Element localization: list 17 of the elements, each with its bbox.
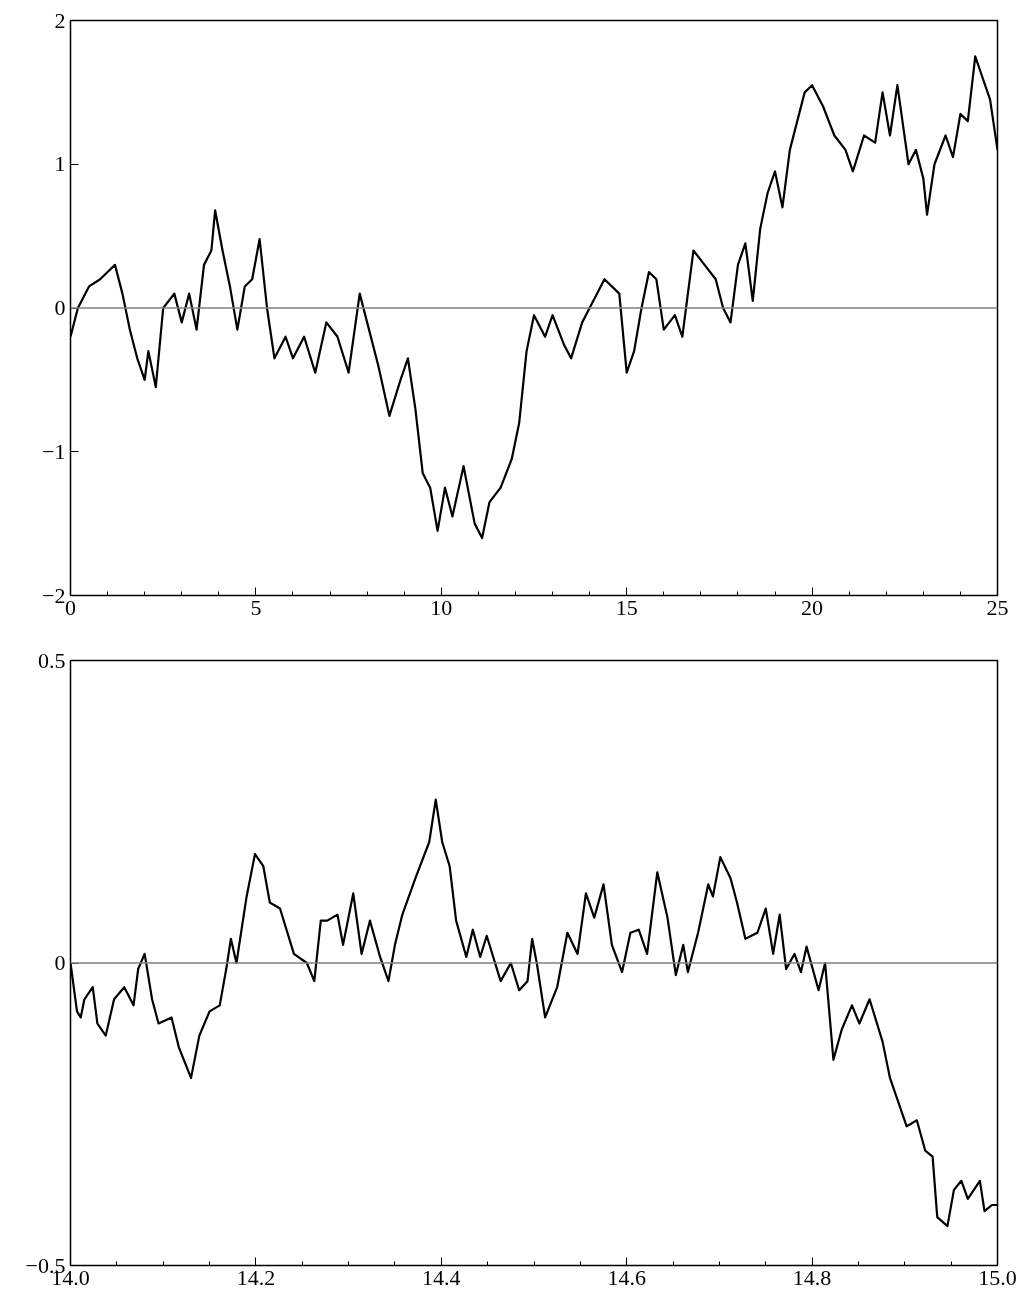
- x-tick-label: 14.8: [792, 1264, 832, 1290]
- x-tick-label: 14.2: [236, 1264, 276, 1290]
- y-tick-label: −1: [42, 438, 66, 464]
- y-tick-label: 0.5: [38, 647, 66, 673]
- x-tick-label: 14.6: [607, 1264, 646, 1290]
- x-tick-label: 25: [986, 594, 1009, 620]
- x-tick-label: 15: [615, 594, 638, 620]
- y-tick-label: 2: [54, 7, 66, 33]
- x-tick-label: 20: [801, 594, 824, 620]
- x-tick-label: 15.0: [978, 1264, 1017, 1290]
- y-tick-label: 0: [54, 950, 66, 975]
- x-tick-label: 10: [430, 594, 453, 620]
- y-tick-label: 1: [54, 151, 66, 177]
- x-tick-label: 14.4: [422, 1264, 461, 1290]
- y-tick-label: 0: [54, 295, 66, 320]
- y-tick-label: −2: [42, 582, 66, 608]
- x-tick-label: 5: [250, 594, 262, 620]
